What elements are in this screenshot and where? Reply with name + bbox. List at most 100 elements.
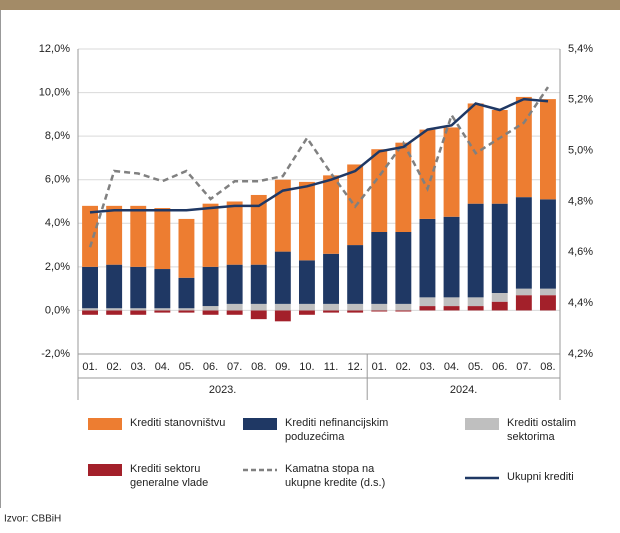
legend-label: Kamatna stopa na ukupne kredite (d.s.) (285, 463, 385, 489)
x-tick-label: 03. (131, 361, 146, 373)
bar-segment (515, 197, 532, 289)
bar-segment (491, 203, 508, 293)
bar-segment (539, 295, 556, 311)
bar-segment (154, 310, 171, 313)
x-tick-label: 05. (468, 361, 483, 373)
bar-segment (130, 308, 147, 311)
y-tick-label: 12,0% (39, 43, 70, 55)
x-tick-label: 12. (348, 361, 363, 373)
bar-segment (226, 201, 243, 265)
bar-segment (515, 288, 532, 296)
bar-segment (467, 297, 484, 307)
bar-segment (467, 203, 484, 298)
bar-segment (539, 288, 556, 296)
bar-segment (347, 310, 364, 313)
bar-segment (298, 181, 315, 261)
bar-segment (274, 310, 291, 322)
legend-swatch (465, 418, 499, 430)
y-tick-label: 6,0% (45, 174, 70, 186)
y-tick-label: 0,0% (45, 304, 70, 316)
bar-segment (395, 142, 412, 232)
bar-segment (323, 253, 340, 304)
bar-segment (371, 149, 388, 232)
x-tick-label: 09. (275, 361, 290, 373)
bar-segment (226, 303, 243, 311)
x-tick-label: 05. (179, 361, 194, 373)
bar-segment (154, 308, 171, 311)
bar-segment (347, 303, 364, 311)
bar-segment (347, 245, 364, 304)
bar-segment (178, 218, 195, 278)
bar-segment (371, 232, 388, 304)
bar-segment (106, 308, 123, 311)
legend-label: Krediti ostalim sektorima (507, 417, 576, 443)
bar-segment (298, 260, 315, 304)
x-tick-label: 11. (324, 361, 338, 373)
bar-segment (250, 310, 267, 320)
y2-tick-label: 5,2% (568, 94, 593, 106)
legend-label: Krediti stanovništvu (130, 417, 225, 429)
bar-segment (106, 310, 123, 315)
bar-segment (178, 277, 195, 309)
x-tick-label: 08. (540, 361, 555, 373)
legend-label: Krediti sektoru generalne vlade (130, 463, 208, 489)
bar-segment (298, 303, 315, 311)
bar-segment (106, 264, 123, 309)
bar-segment (443, 297, 460, 307)
bar-segment (82, 308, 99, 311)
bar-segment (395, 310, 412, 312)
bar-segment (202, 310, 219, 315)
y-tick-label: 2,0% (45, 261, 70, 273)
bar-segment (130, 310, 147, 315)
total-line (89, 97, 549, 214)
y-tick-label: 10,0% (39, 86, 70, 98)
y2-tick-label: 4,4% (568, 297, 593, 309)
bar-segment (395, 303, 412, 311)
bar-segment (202, 306, 219, 311)
bar-segment (82, 310, 99, 315)
x-tick-label: 02. (396, 361, 411, 373)
x-tick-label: 01. (372, 361, 387, 373)
bar-segment (491, 293, 508, 302)
bar-segment (274, 303, 291, 311)
bar-segment (539, 99, 556, 200)
bar-segment (82, 205, 99, 267)
x-tick-label: 07. (516, 361, 531, 373)
bar-segment (226, 264, 243, 304)
bar-segment (419, 306, 436, 311)
legend-swatch (243, 418, 277, 430)
bar-segment (323, 175, 340, 254)
bar-segment (130, 266, 147, 309)
rate-line (88, 86, 550, 248)
y2-tick-label: 4,8% (568, 195, 593, 207)
x-tick-label: 07. (227, 361, 242, 373)
bar-segment (202, 266, 219, 307)
y2-tick-label: 4,6% (568, 246, 593, 258)
x-tick-label: 08. (251, 361, 266, 373)
year-label: 2023. (209, 384, 237, 396)
bar-segment (178, 308, 195, 311)
x-tick-label: 03. (420, 361, 435, 373)
bar-segment (443, 306, 460, 311)
bar-segment (395, 232, 412, 304)
source: Izvor: CBBiH (4, 514, 61, 525)
bar-segment (154, 208, 171, 270)
bar-segment (371, 310, 388, 312)
bar-segment (323, 303, 340, 311)
bar-segment (515, 96, 532, 198)
bar-segment (419, 129, 436, 219)
bar-segment (274, 179, 291, 252)
bar-segment (323, 310, 340, 313)
y2-tick-label: 5,4% (568, 43, 593, 55)
bar-segment (419, 218, 436, 298)
legend-label: Krediti nefinancijskim poduzećima (285, 417, 388, 443)
y-tick-label: 4,0% (45, 217, 70, 229)
y2-tick-label: 5,0% (568, 145, 593, 157)
bar-segment (515, 295, 532, 311)
bar-segment (491, 110, 508, 204)
x-tick-label: 06. (492, 361, 507, 373)
y2-tick-label: 4,2% (568, 348, 593, 360)
bar-segment (491, 301, 508, 311)
legend-swatch (88, 418, 122, 430)
bar-segment (419, 297, 436, 307)
